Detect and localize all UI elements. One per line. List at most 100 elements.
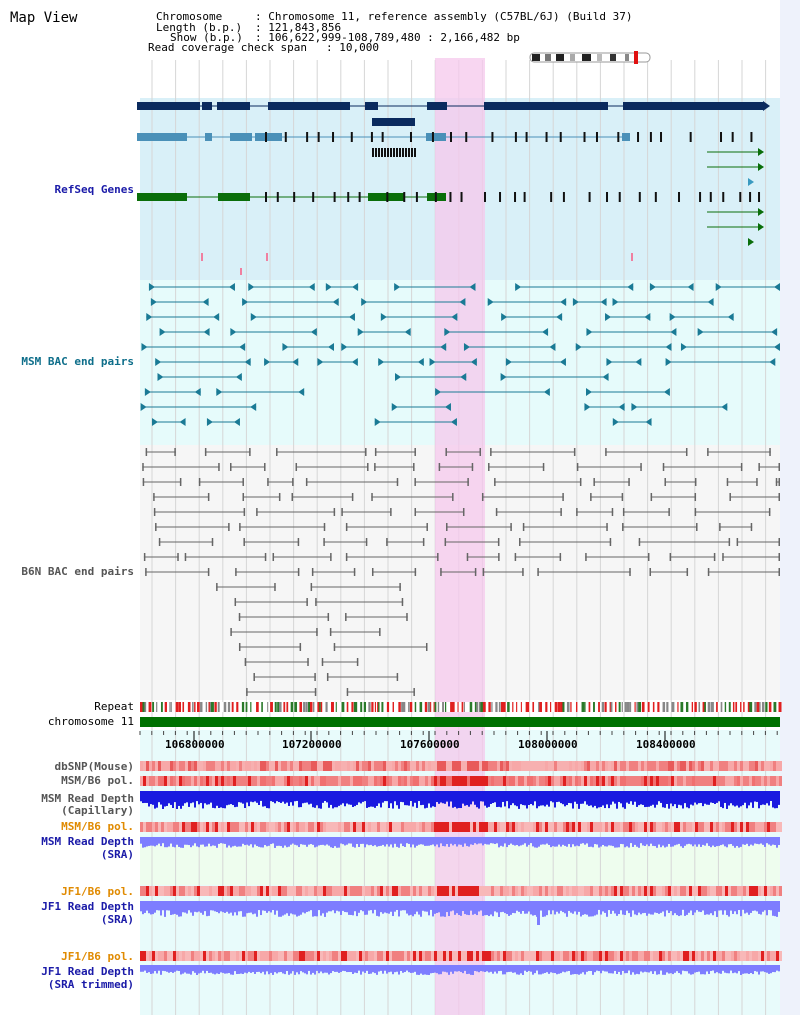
read-depth-bar <box>256 837 258 847</box>
read-depth-bar <box>310 965 312 975</box>
polymorphism-cell <box>653 951 656 961</box>
read-depth-bar <box>380 901 382 913</box>
read-depth-bar <box>620 837 622 844</box>
repeat-element <box>512 702 514 712</box>
read-depth-bar <box>180 837 182 848</box>
read-depth-bar <box>236 791 238 807</box>
read-depth-bar <box>210 837 212 847</box>
read-depth-bar <box>170 837 172 844</box>
polymorphism-cell <box>248 951 251 961</box>
track-label-refseq-genes[interactable]: RefSeq Genes <box>54 183 134 196</box>
read-depth-bar <box>586 837 588 844</box>
polymorphism-cell <box>698 776 701 786</box>
polymorphism-cell <box>314 886 317 896</box>
bac-end-marker <box>469 283 476 291</box>
repeat-element <box>732 702 735 712</box>
bac-end-marker <box>664 478 666 486</box>
read-depth-bar <box>496 791 498 808</box>
polymorphism-cell <box>488 886 491 896</box>
read-depth-bar <box>496 901 498 913</box>
read-depth-bar <box>544 837 546 845</box>
read-depth-bar <box>268 791 270 809</box>
polymorphism-cell <box>482 886 485 896</box>
repeat-element <box>491 702 493 712</box>
track-label-msm-bac-end-pairs[interactable]: MSM BAC end pairs <box>21 355 134 368</box>
polymorphism-cell <box>749 776 752 786</box>
polymorphism-cell <box>170 951 173 961</box>
read-depth-bar <box>382 837 384 845</box>
bac-end-marker <box>778 478 780 486</box>
read-depth-bar <box>708 901 710 915</box>
read-depth-bar <box>650 791 652 806</box>
polymorphism-cell <box>524 822 527 832</box>
read-depth-bar <box>508 901 510 916</box>
polymorphism-cell <box>311 886 314 896</box>
polymorphism-cell <box>416 951 419 961</box>
track-label-b6n-bac-end-pairs[interactable]: B6N BAC end pairs <box>21 565 134 578</box>
read-depth-bar <box>226 791 228 806</box>
read-depth-bar <box>280 965 282 972</box>
bac-end-marker <box>687 283 694 291</box>
polymorphism-cell <box>635 822 638 832</box>
read-depth-bar <box>186 791 188 803</box>
repeat-element <box>498 702 501 712</box>
read-depth-bar <box>590 965 592 972</box>
read-depth-bar <box>476 901 478 916</box>
read-depth-bar <box>244 965 246 973</box>
read-depth-bar <box>768 965 770 974</box>
polymorphism-cell <box>545 776 548 786</box>
read-depth-bar <box>628 965 630 971</box>
polymorphism-cell <box>692 776 695 786</box>
read-depth-bar <box>406 965 408 971</box>
polymorphism-cell <box>266 761 269 771</box>
gene-exon-tick <box>415 192 418 202</box>
read-depth-bar <box>172 901 174 915</box>
polymorphism-cell <box>269 951 272 961</box>
read-depth-bar <box>756 965 758 972</box>
read-depth-bar <box>384 901 386 913</box>
bac-end-marker <box>174 448 176 456</box>
read-depth-bar <box>482 901 484 916</box>
polymorphism-cell <box>440 776 443 786</box>
repeat-element <box>360 702 363 712</box>
read-depth-bar <box>276 901 278 911</box>
polymorphism-cell <box>431 886 434 896</box>
repeat-element <box>610 702 613 712</box>
read-depth-bar <box>210 901 212 911</box>
repeat-element <box>267 702 269 712</box>
polymorphism-cell <box>278 951 281 961</box>
repeat-element <box>346 702 349 712</box>
bac-end-marker <box>230 463 232 471</box>
read-depth-bar <box>260 965 262 974</box>
read-depth-bar <box>616 837 618 848</box>
polymorphism-cell <box>143 886 146 896</box>
polymorphism-cell <box>239 822 242 832</box>
read-depth-bar <box>356 965 358 974</box>
read-depth-bar <box>678 837 680 844</box>
bac-end-marker <box>325 283 332 291</box>
polymorphism-cell <box>557 886 560 896</box>
read-depth-bar <box>680 965 682 975</box>
polymorphism-cell <box>377 822 380 832</box>
read-depth-bar <box>178 791 180 806</box>
polymorphism-cell <box>203 822 206 832</box>
polymorphism-cell <box>266 886 269 896</box>
polymorphism-cell <box>569 951 572 961</box>
repeat-element <box>209 702 212 712</box>
polymorphism-cell <box>338 886 341 896</box>
read-depth-bar <box>398 901 400 917</box>
read-depth-bar <box>484 901 486 916</box>
polymorphism-cell <box>185 951 188 961</box>
repeat-element <box>666 702 669 712</box>
polymorphism-cell <box>611 886 614 896</box>
polymorphism-cell <box>461 951 464 961</box>
read-depth-bar <box>242 901 244 917</box>
read-depth-bar <box>592 837 594 848</box>
bac-end-marker <box>467 478 469 486</box>
read-depth-bar <box>594 965 596 973</box>
read-depth-bar <box>734 837 736 848</box>
read-depth-bar <box>710 965 712 972</box>
read-depth-bar <box>610 837 612 846</box>
polymorphism-cell <box>254 822 257 832</box>
